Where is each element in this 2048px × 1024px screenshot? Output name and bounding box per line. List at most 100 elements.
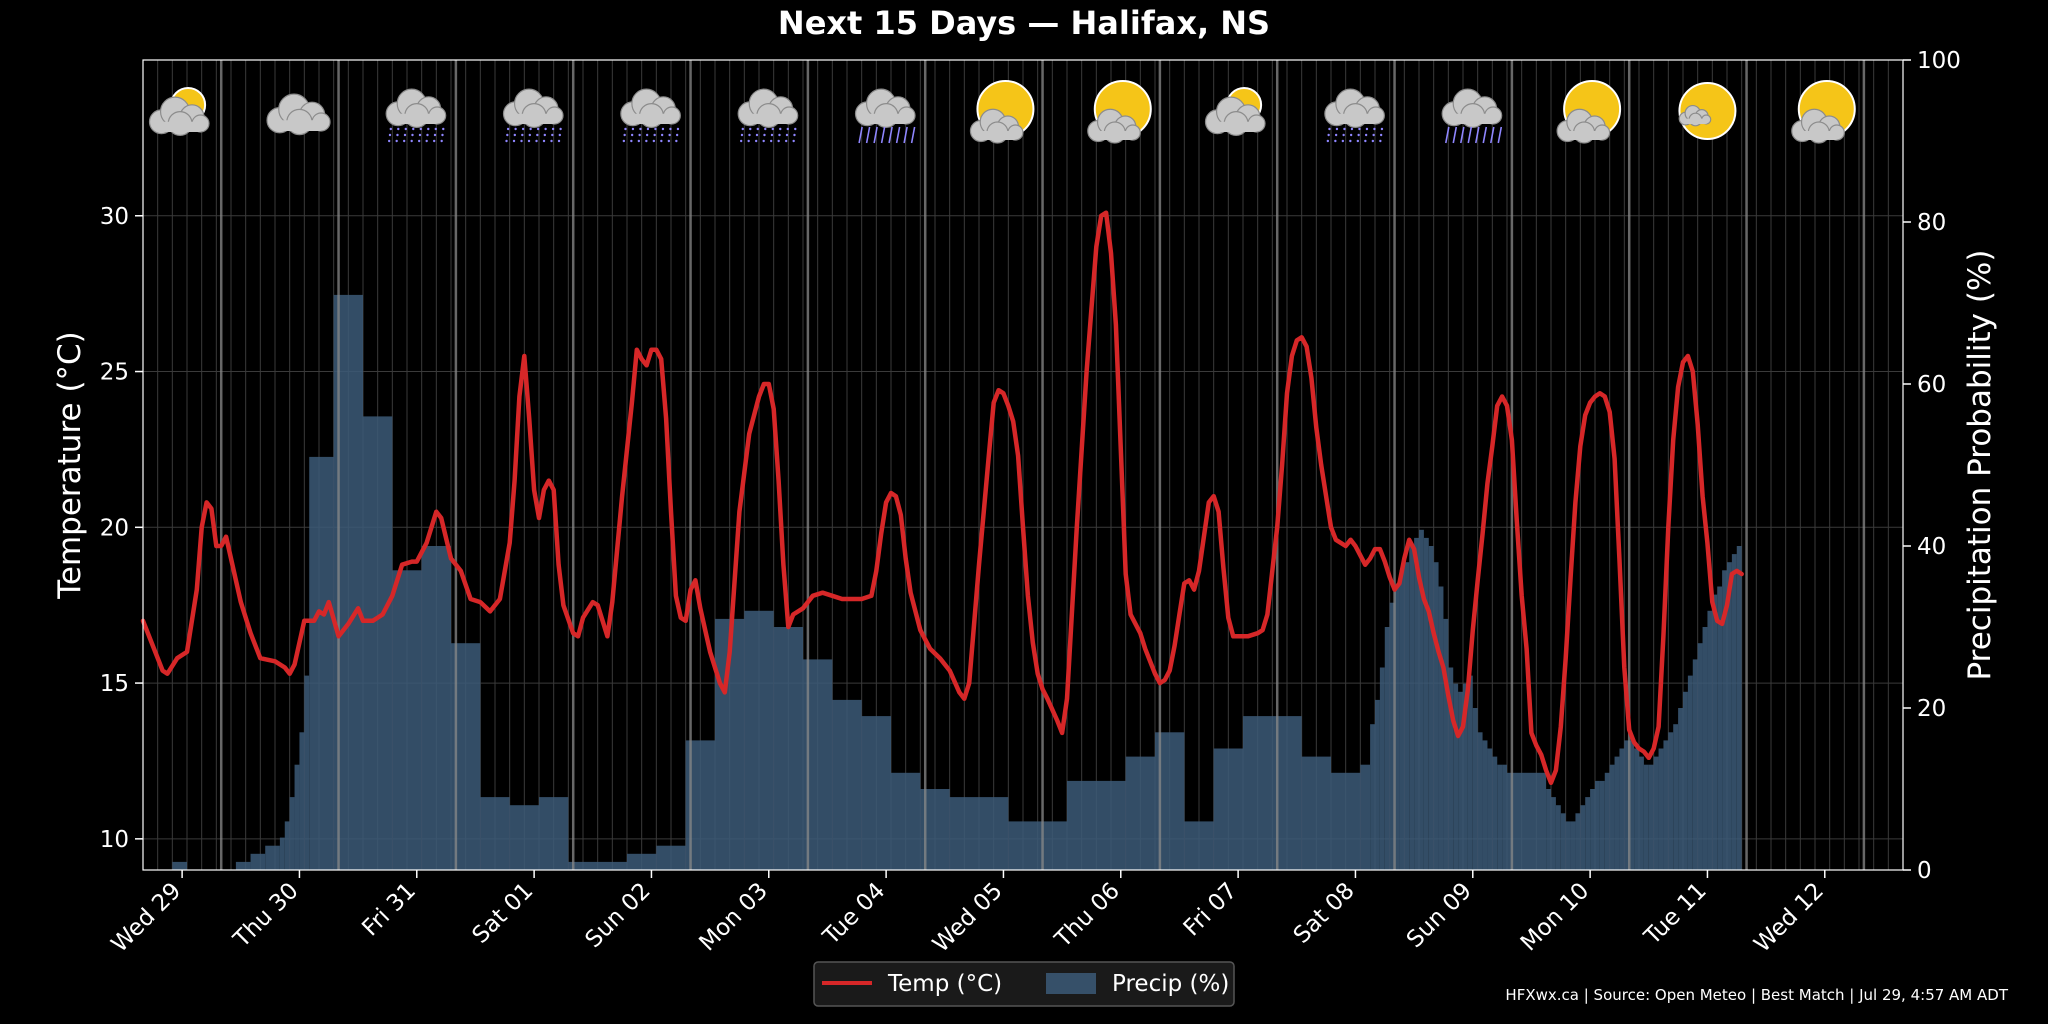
- y2-axis-label: Precipitation Probability (%): [1962, 250, 1998, 681]
- precip-bar: [172, 861, 187, 870]
- cloud-base: [154, 121, 204, 132]
- precip-bar: [1360, 764, 1371, 870]
- precip-bar: [627, 853, 657, 870]
- drizzle-dot: [1365, 127, 1369, 131]
- drizzle-dot: [630, 139, 633, 143]
- rain-streak: [1489, 126, 1495, 144]
- drizzle-dot: [535, 139, 538, 143]
- precip-bar: [949, 797, 1009, 870]
- drizzle-dot: [778, 133, 781, 137]
- drizzle-dot: [441, 133, 444, 137]
- precip-bar: [509, 805, 539, 870]
- precip-bar: [304, 675, 310, 870]
- drizzle-dot: [624, 127, 627, 131]
- precip-bar: [1648, 764, 1654, 870]
- cloudy-drizzle-icon: [385, 88, 447, 143]
- precip-bar: [1443, 618, 1449, 870]
- precip-bar: [1482, 740, 1488, 870]
- precip-bar: [744, 610, 774, 870]
- precip-bar: [1414, 537, 1419, 870]
- precip-bar: [1502, 764, 1507, 870]
- precip-bar: [1497, 764, 1503, 870]
- drizzle-dot: [536, 133, 539, 137]
- drizzle-dot: [1350, 127, 1354, 131]
- drizzle-dot: [1373, 127, 1376, 131]
- y-axis-label: Temperature (°C): [52, 331, 88, 600]
- rain-streak: [1482, 126, 1488, 144]
- drizzle-dot: [427, 127, 430, 131]
- drizzle-dot: [404, 127, 407, 131]
- y2-tick-label: 20: [1917, 696, 1946, 722]
- precip-bar: [392, 570, 422, 870]
- precip-bar: [1492, 756, 1498, 870]
- drizzle-dot: [1379, 139, 1382, 143]
- drizzle-dot: [551, 133, 554, 137]
- drizzle-dot: [1341, 139, 1345, 143]
- rain-streak: [910, 126, 916, 144]
- precip-bar: [284, 821, 290, 870]
- drizzle-dot: [1379, 133, 1383, 137]
- drizzle-dot: [755, 133, 759, 137]
- drizzle-dot: [785, 133, 789, 137]
- y-tick-label: 25: [100, 360, 129, 386]
- legend-box: [813, 961, 1235, 1007]
- cloud-base: [1561, 131, 1606, 140]
- chart-title: Next 15 Days — Halifax, NS: [778, 4, 1270, 42]
- cloud-base: [391, 113, 441, 124]
- drizzle-dot: [551, 127, 555, 131]
- rain-streak: [903, 126, 908, 144]
- precip-bar: [1433, 562, 1439, 870]
- drizzle-dot: [411, 133, 414, 137]
- legend: Temp (°C) Precip (%): [813, 961, 1235, 1007]
- y2-tick-label: 100: [1917, 48, 1961, 74]
- precip-bar: [1423, 537, 1429, 870]
- precip-bar: [1702, 627, 1708, 870]
- drizzle-dot: [1327, 133, 1330, 137]
- precip-bar: [299, 732, 305, 870]
- drizzle-dot: [661, 127, 665, 131]
- legend-precip-label: Precip (%): [1112, 971, 1229, 997]
- drizzle-dot: [739, 139, 743, 143]
- precip-bar: [1687, 675, 1693, 870]
- drizzle-dot: [675, 139, 678, 143]
- precip-bar: [235, 861, 251, 870]
- precip-bar: [1394, 586, 1400, 870]
- drizzle-dot: [1342, 133, 1345, 137]
- rain-streak: [1444, 126, 1450, 144]
- drizzle-dot: [558, 133, 562, 137]
- precip-bar: [1722, 570, 1727, 870]
- drizzle-dot: [1334, 139, 1337, 143]
- temp-line-layer: [140, 210, 1744, 786]
- precip-bar: [1213, 748, 1243, 870]
- precip-bar: [656, 845, 686, 870]
- precip-bar: [1551, 797, 1556, 870]
- precip-bar: [1580, 805, 1586, 870]
- precip-bar: [294, 764, 300, 870]
- precip-bar: [1668, 732, 1674, 870]
- precip-bar: [289, 797, 295, 870]
- drizzle-dot: [410, 139, 413, 143]
- partly-sunny-icon: [969, 80, 1035, 144]
- precip-bar: [1379, 667, 1385, 870]
- precip-bar: [1634, 748, 1639, 870]
- legend-precip-swatch: [1046, 973, 1096, 994]
- drizzle-dot: [1335, 127, 1339, 131]
- drizzle-dot: [550, 139, 553, 143]
- drizzle-dot: [748, 133, 751, 137]
- cloud-base: [272, 120, 325, 131]
- precip-bar: [573, 861, 627, 870]
- drizzle-dot: [543, 133, 547, 137]
- weather-icons: [148, 80, 1856, 144]
- precip-bar: [1609, 764, 1615, 870]
- precip-bar: [1629, 740, 1635, 870]
- drizzle-dot: [769, 139, 773, 143]
- drizzle-dot: [740, 133, 744, 137]
- drizzle-dot: [387, 139, 391, 143]
- precip-bar: [539, 797, 569, 870]
- drizzle-dot: [645, 139, 648, 143]
- drizzle-dot: [747, 139, 750, 143]
- drizzle-dot: [668, 133, 671, 137]
- rain-streak: [880, 126, 886, 144]
- y2-tick-label: 40: [1917, 534, 1946, 560]
